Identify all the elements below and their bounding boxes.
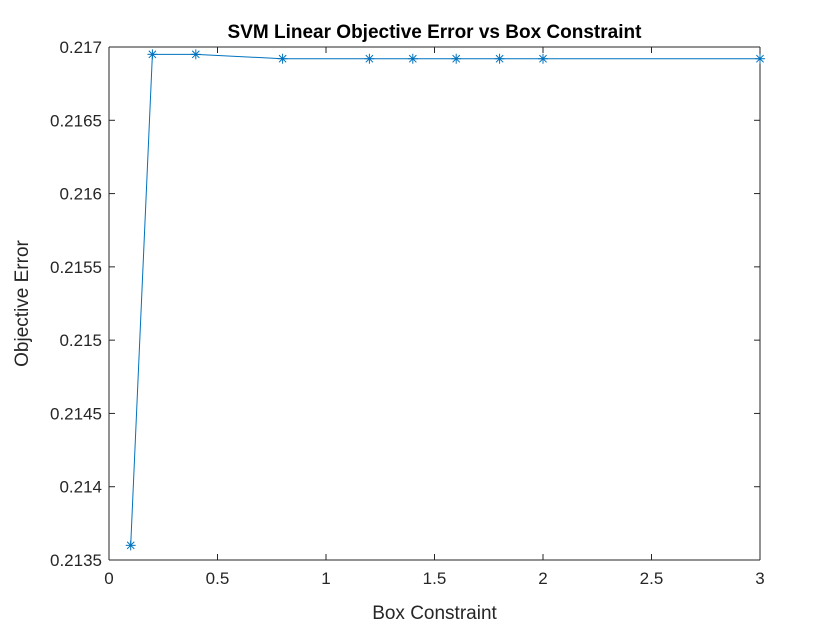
x-ticks: 0 0.5 1 1.5 2 2.5 3 [104, 47, 765, 588]
marker-stroke [365, 54, 374, 63]
data-point [494, 53, 505, 64]
marker-stroke [756, 54, 764, 63]
y-tick-label: 0.2135 [50, 551, 102, 570]
plot-area [109, 47, 760, 560]
y-tick-label: 0.216 [59, 185, 102, 204]
x-tick-label: 3 [755, 569, 764, 588]
y-tick-label: 0.2165 [50, 111, 102, 130]
y-tick-label: 0.215 [59, 331, 102, 350]
data-point [364, 53, 375, 64]
data-point [538, 53, 548, 64]
marker-stroke [278, 54, 287, 63]
marker-stroke [191, 50, 200, 59]
marker-stroke [408, 54, 417, 63]
x-tick-label: 0 [104, 569, 113, 588]
chart-title: SVM Linear Objective Error vs Box Constr… [228, 22, 643, 43]
x-tick-label: 0.5 [206, 569, 230, 588]
marker-stroke [452, 54, 461, 63]
marker-stroke [126, 541, 135, 550]
x-axis-label: Box Constraint [372, 603, 497, 624]
data-point [407, 53, 418, 64]
data-point [190, 49, 201, 60]
marker-stroke [495, 54, 504, 63]
series-line [130, 53, 760, 546]
data-point [755, 53, 765, 64]
marker-stroke [148, 50, 157, 59]
x-tick-label: 1.5 [423, 569, 447, 588]
y-tick-label: 0.214 [59, 478, 102, 497]
y-tick-label: 0.2145 [50, 404, 102, 423]
data-point [125, 540, 136, 551]
data-point [451, 53, 462, 64]
x-tick-label: 2 [538, 569, 547, 588]
y-ticks: 0.2135 0.214 0.2145 0.215 0.2155 0.216 0.2165 0… [50, 38, 760, 570]
data-point [147, 49, 158, 60]
y-axis-label: Objective Error [12, 239, 33, 366]
x-tick-label: 1 [321, 569, 330, 588]
series-layer [125, 49, 765, 551]
marker-stroke [539, 54, 547, 63]
y-tick-label: 0.217 [59, 38, 102, 57]
x-tick-label: 2.5 [640, 569, 664, 588]
y-tick-label: 0.2155 [50, 258, 102, 277]
data-point [277, 53, 288, 64]
